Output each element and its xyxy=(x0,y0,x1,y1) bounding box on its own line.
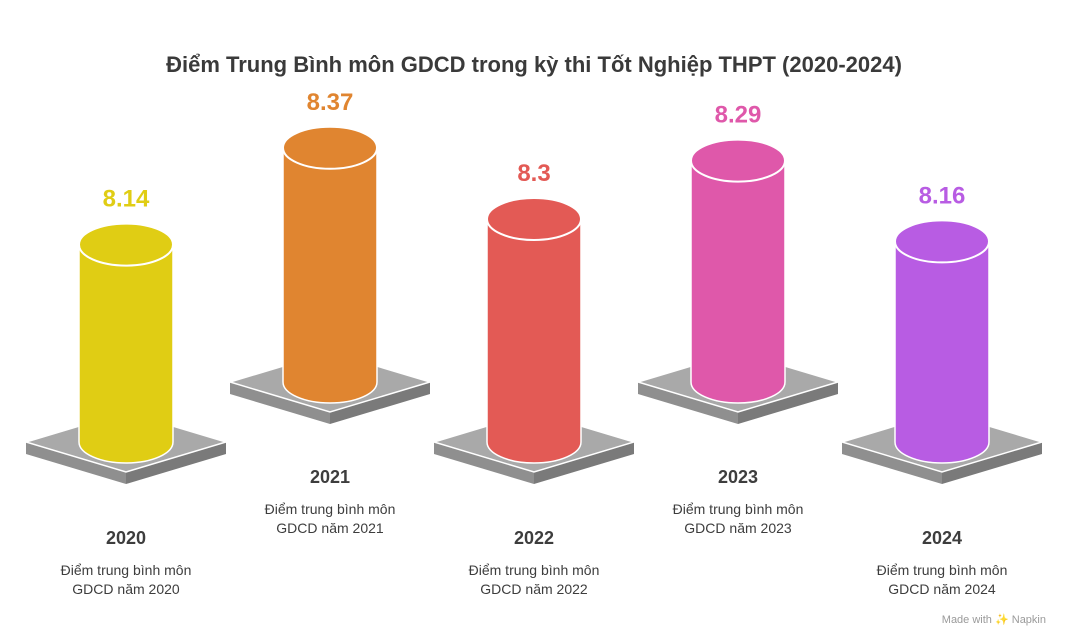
category-label: 2020 xyxy=(106,528,146,548)
platform-left-side xyxy=(842,442,942,484)
platform-right-side xyxy=(330,382,430,424)
category-label: 2022 xyxy=(514,528,554,548)
platform-left-side xyxy=(230,382,330,424)
category-description: Điểm trung bình môn xyxy=(265,501,396,517)
cylinder-bar-2022: 8.3 2022 Điểm trung bình môn GDCD năm 2022 xyxy=(431,160,637,597)
platform-left-side xyxy=(26,442,126,484)
cylinder-top xyxy=(282,125,378,170)
category-description: Điểm trung bình môn xyxy=(877,562,1008,578)
category-description: GDCD năm 2023 xyxy=(684,520,792,536)
category-label: 2024 xyxy=(922,528,962,548)
cylinder-bar-2020: 8.14 2020 Điểm trung bình môn GDCD năm 2020 xyxy=(23,186,229,597)
chart-title: Điểm Trung Bình môn GDCD trong kỳ thi Tố… xyxy=(166,52,902,77)
category-description: Điểm trung bình môn xyxy=(673,501,804,517)
platform-left-side xyxy=(638,382,738,424)
cylinder-bar-2021: 8.37 2021 Điểm trung bình môn GDCD năm 2021 xyxy=(227,89,433,536)
cylinder-body xyxy=(894,240,990,464)
value-label: 8.3 xyxy=(517,160,550,187)
cylinder-bar-2024: 8.16 2024 Điểm trung bình môn GDCD năm 2024 xyxy=(839,182,1045,597)
platform-right-side xyxy=(126,442,226,484)
cylinder-body xyxy=(486,218,582,464)
category-description: GDCD năm 2024 xyxy=(888,581,996,597)
cylinder-body xyxy=(690,159,786,404)
napkin-logo-icon: ✨ xyxy=(994,614,1009,626)
category-description: Điểm trung bình môn xyxy=(61,562,192,578)
platform-right-side xyxy=(534,442,634,484)
value-label: 8.14 xyxy=(103,186,150,213)
cylinder-top xyxy=(690,138,786,183)
category-label: 2021 xyxy=(310,467,350,487)
value-label: 8.37 xyxy=(307,89,354,116)
cylinder-top xyxy=(894,219,990,264)
platform-left-side xyxy=(434,442,534,484)
platform-right-side xyxy=(738,382,838,424)
value-label: 8.16 xyxy=(919,182,966,209)
category-label: 2023 xyxy=(718,467,758,487)
cylinder-bar-2023: 8.29 2023 Điểm trung bình môn GDCD năm 2023 xyxy=(635,102,841,536)
cylinder-body xyxy=(282,147,378,404)
category-description: GDCD năm 2022 xyxy=(480,581,588,597)
value-label: 8.29 xyxy=(715,102,762,129)
category-description: GDCD năm 2021 xyxy=(276,520,384,536)
cylinder-top xyxy=(486,197,582,241)
made-with-label: Made with xyxy=(941,614,992,626)
cylinder-top xyxy=(78,222,174,267)
category-description: GDCD năm 2020 xyxy=(72,581,180,597)
platform-right-side xyxy=(942,442,1042,484)
napkin-brand-label: Napkin xyxy=(1011,614,1046,626)
footer-credit: Made with ✨ Napkin xyxy=(942,613,1046,626)
category-description: Điểm trung bình môn xyxy=(469,562,600,578)
cylinder-body xyxy=(78,243,174,464)
